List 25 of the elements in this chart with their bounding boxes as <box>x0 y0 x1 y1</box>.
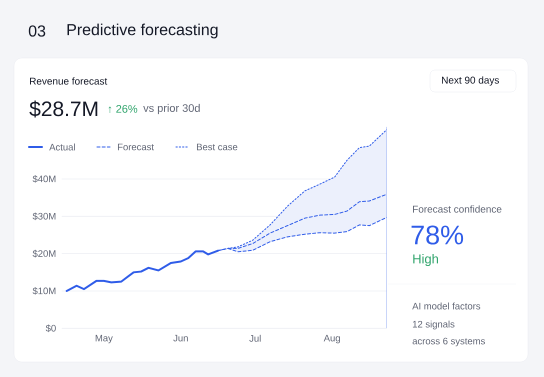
x-tick-label: Jul <box>249 334 261 342</box>
text: 78% <box>412 225 464 245</box>
text: 03 <box>28 25 46 37</box>
y-tick-label: $0 <box>46 324 56 332</box>
x-tick-label: May <box>96 334 113 344</box>
x-tick-label: Jun <box>173 334 188 342</box>
chart-subtitle: Revenue forecast <box>30 77 108 85</box>
text: 12 signals <box>412 320 454 330</box>
text: across 6 systems <box>412 338 485 346</box>
y-tick-label: $20M <box>32 250 56 258</box>
legend-label: Actual <box>49 144 75 150</box>
text: vs prior 30d <box>143 104 200 114</box>
text: High <box>413 254 438 266</box>
text: ↑ 26% <box>108 105 138 113</box>
text: AI model factors <box>412 302 480 310</box>
text: Next 90 days <box>442 76 499 86</box>
y-tick-label: $10M <box>32 287 56 295</box>
x-tick-label: Aug <box>324 334 340 344</box>
y-tick-label: $30M <box>32 212 56 220</box>
y-tick-label: $40M <box>32 175 56 183</box>
text: Forecast confidence <box>413 205 502 213</box>
chart-title: Predictive forecasting <box>68 24 218 38</box>
legend-label: Forecast <box>118 144 154 150</box>
legend-label: Best case <box>196 144 238 150</box>
text: $28.7M <box>29 100 98 118</box>
